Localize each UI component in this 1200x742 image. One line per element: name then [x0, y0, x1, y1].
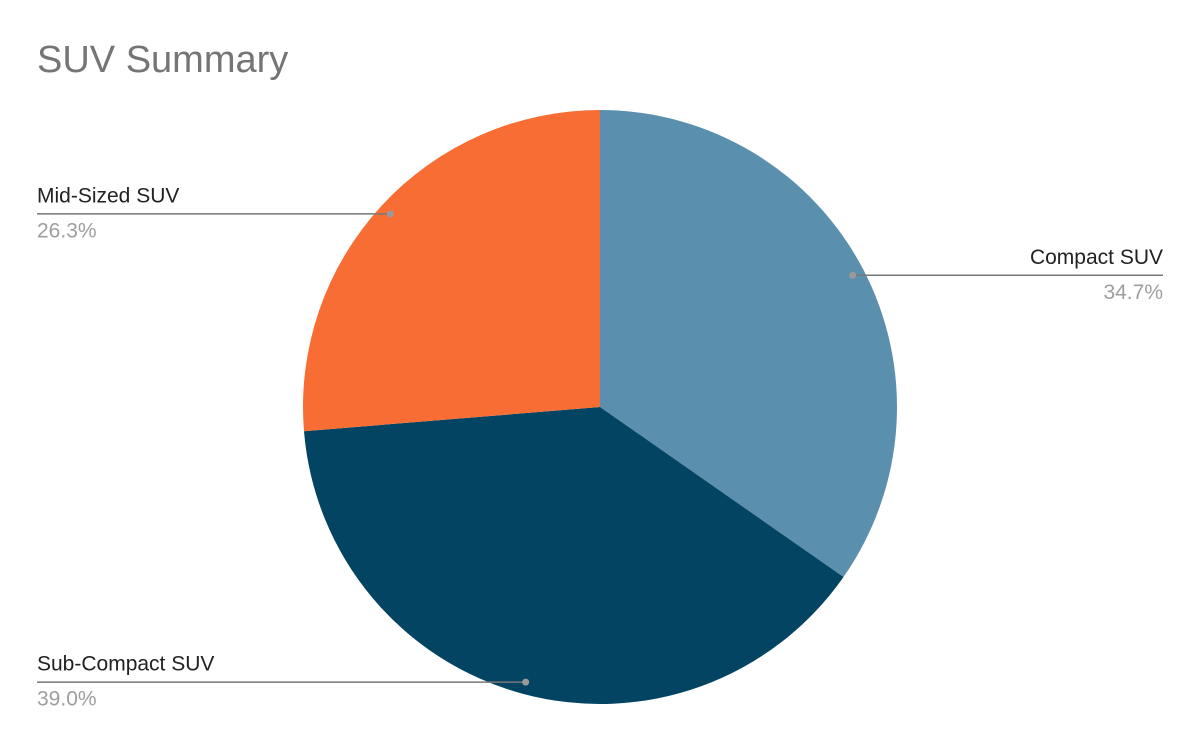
value-label: 39.0%	[37, 688, 97, 711]
pie-slice	[303, 407, 844, 704]
leader-dot	[522, 678, 530, 686]
slice-label: Sub-Compact SUV	[37, 653, 214, 676]
slice-label: Compact SUV	[1030, 246, 1163, 269]
value-label: 26.3%	[37, 219, 97, 242]
pie-slice	[600, 110, 897, 578]
value-label: 34.7%	[1103, 281, 1163, 304]
slice-label: Mid-Sized SUV	[37, 184, 179, 207]
leader-dot	[386, 210, 394, 218]
pie-slice	[303, 110, 600, 432]
leader-dot	[849, 271, 857, 279]
chart-title: SUV Summary	[37, 39, 288, 81]
